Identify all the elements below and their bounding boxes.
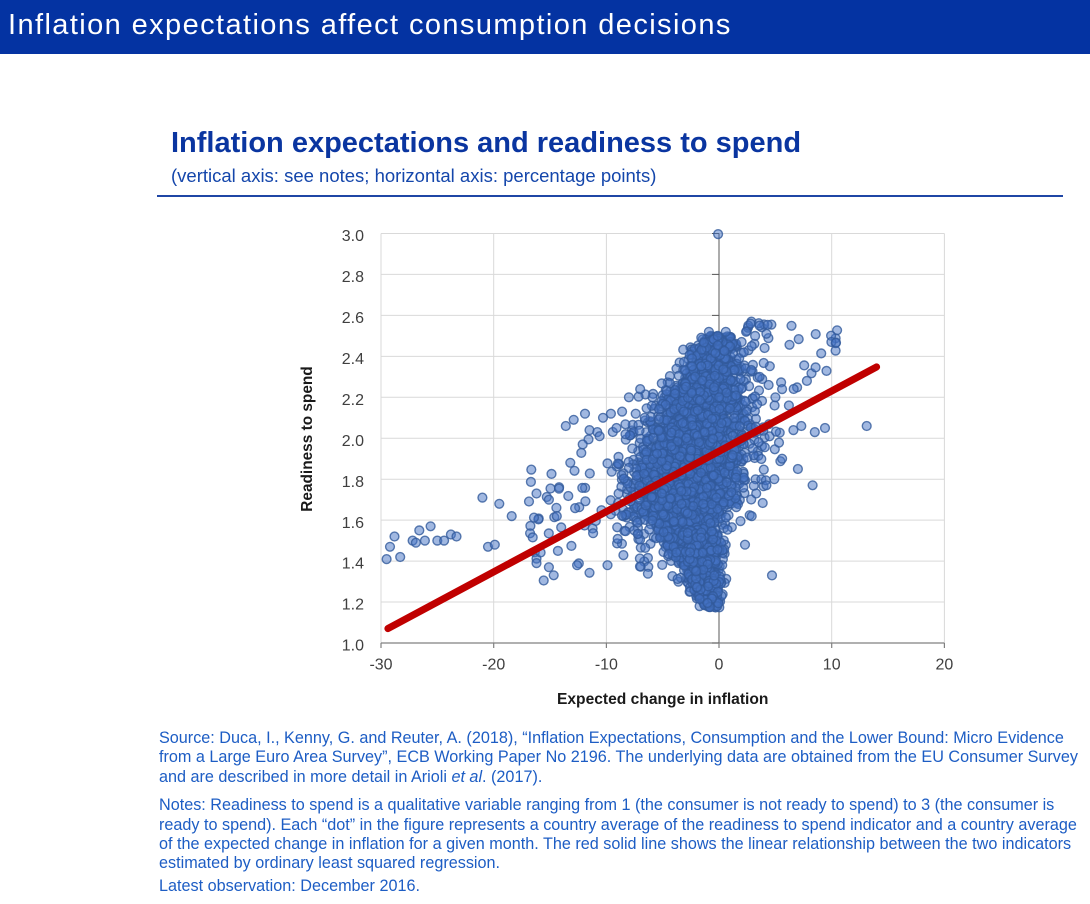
- svg-text:2.4: 2.4: [342, 351, 364, 368]
- svg-text:1.6: 1.6: [342, 515, 364, 532]
- svg-text:1.8: 1.8: [342, 474, 364, 491]
- svg-text:1.2: 1.2: [342, 597, 364, 614]
- svg-text:2.2: 2.2: [342, 392, 364, 409]
- svg-text:Expected change in inflation: Expected change in inflation: [557, 691, 768, 708]
- svg-text:2.0: 2.0: [342, 433, 364, 450]
- svg-text:-30: -30: [369, 657, 392, 674]
- svg-text:1.4: 1.4: [342, 556, 364, 573]
- svg-text:2.6: 2.6: [342, 310, 364, 327]
- svg-text:-20: -20: [482, 657, 505, 674]
- svg-text:20: 20: [936, 657, 954, 674]
- svg-text:3.0: 3.0: [342, 228, 364, 245]
- svg-text:-10: -10: [595, 657, 618, 674]
- svg-text:1.0: 1.0: [342, 638, 364, 655]
- svg-text:10: 10: [823, 657, 841, 674]
- svg-text:0: 0: [715, 657, 724, 674]
- svg-text:Readiness to spend: Readiness to spend: [299, 366, 316, 511]
- svg-text:2.8: 2.8: [342, 269, 364, 286]
